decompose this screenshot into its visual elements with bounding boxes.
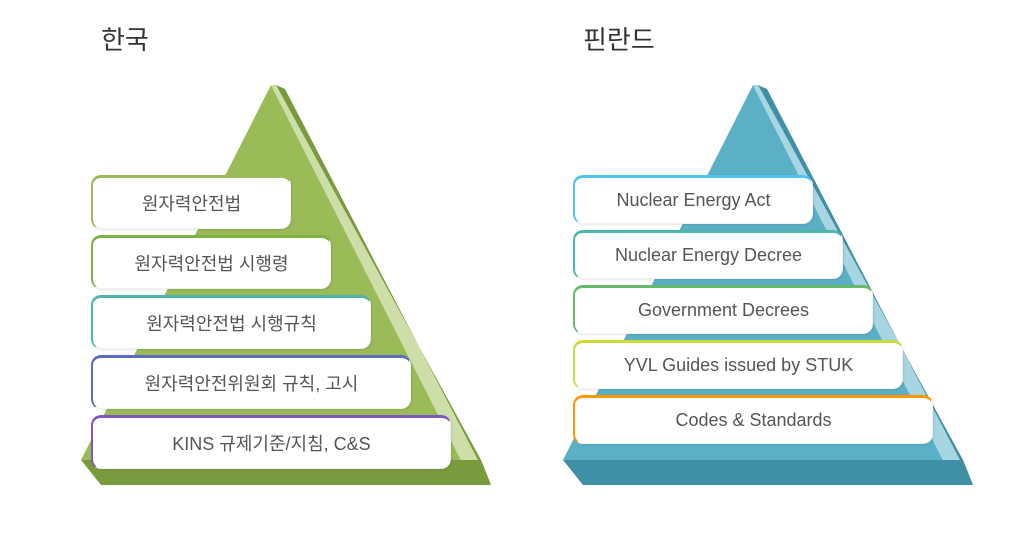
item-right-4: Codes & Standards — [573, 395, 933, 444]
pyramid-left: 한국 원자력안전법 원자력안전법 시행령 원자력안전법 시행규칙 원자력안전위원… — [41, 20, 501, 520]
pyramid-right: 핀란드 Nuclear Energy Act Nuclear Energy De… — [523, 20, 983, 520]
item-right-0: Nuclear Energy Act — [573, 175, 813, 224]
item-right-1: Nuclear Energy Decree — [573, 230, 843, 279]
item-left-3: 원자력안전위원회 규칙, 고시 — [91, 355, 411, 409]
pyramid-base — [563, 460, 973, 485]
item-right-2: Government Decrees — [573, 285, 873, 334]
items-left: 원자력안전법 원자력안전법 시행령 원자력안전법 시행규칙 원자력안전위원회 규… — [91, 175, 451, 469]
title-right: 핀란드 — [583, 20, 983, 57]
item-left-2: 원자력안전법 시행규칙 — [91, 295, 371, 349]
diagram-container: 한국 원자력안전법 원자력안전법 시행령 원자력안전법 시행규칙 원자력안전위원… — [0, 0, 1024, 540]
item-left-4: KINS 규제기준/지침, C&S — [91, 415, 451, 469]
title-left: 한국 — [101, 20, 501, 57]
items-right: Nuclear Energy Act Nuclear Energy Decree… — [573, 175, 933, 444]
item-right-3: YVL Guides issued by STUK — [573, 340, 903, 389]
item-left-1: 원자력안전법 시행령 — [91, 235, 331, 289]
item-left-0: 원자력안전법 — [91, 175, 291, 229]
